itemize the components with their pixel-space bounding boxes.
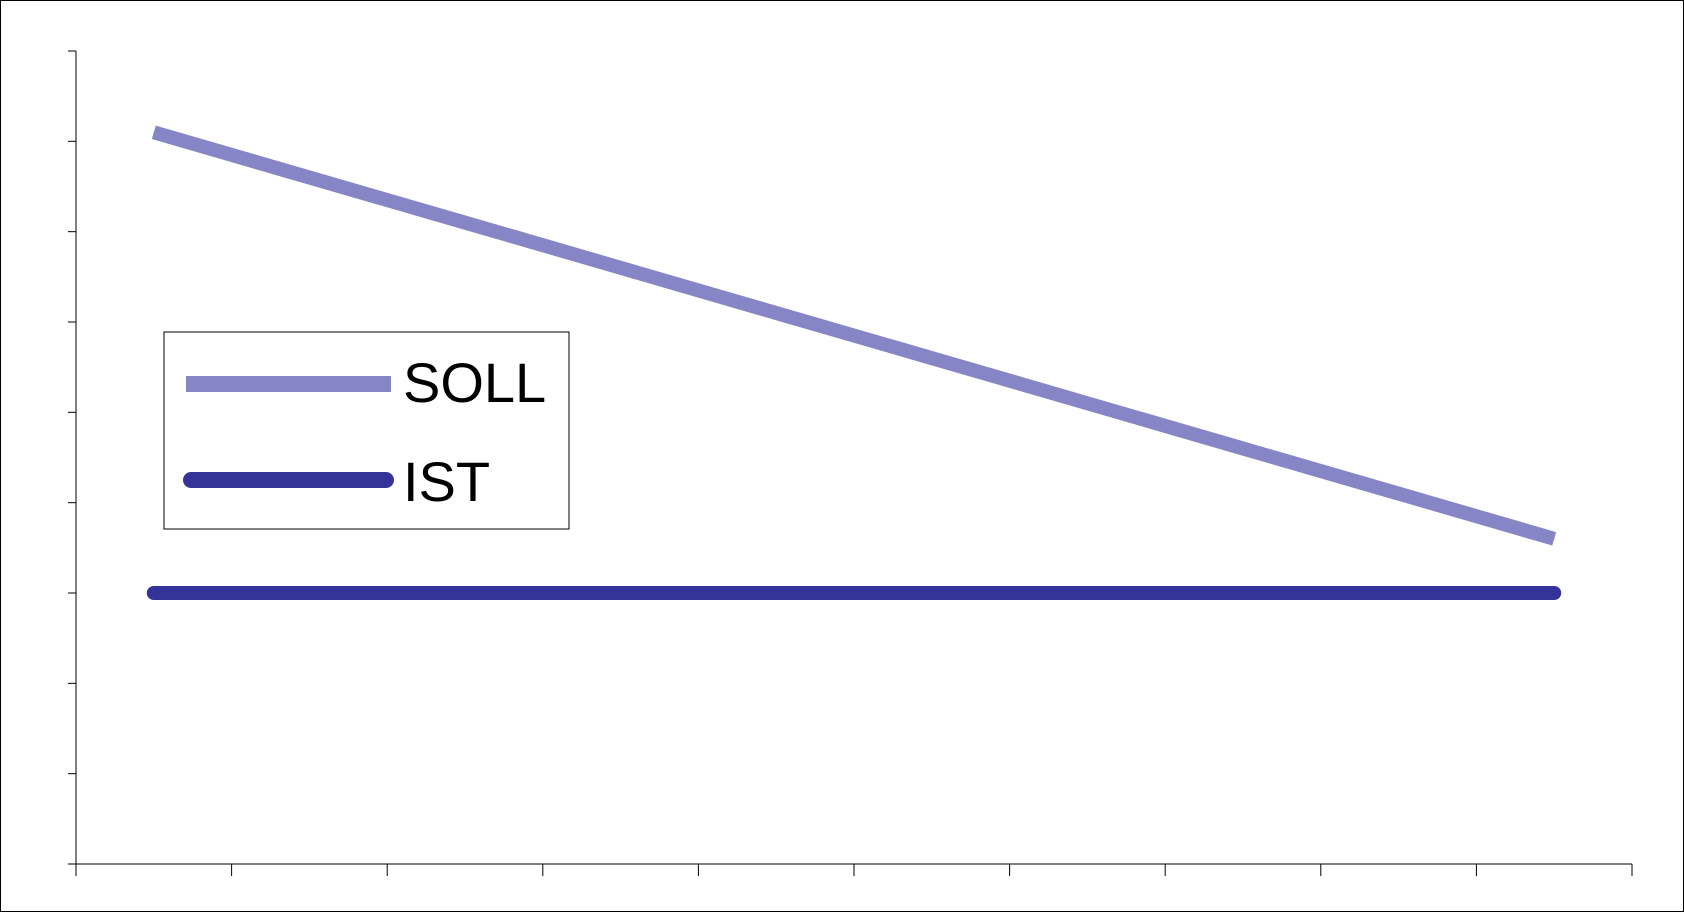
data-point-soll [464, 222, 466, 224]
axes [68, 50, 1633, 876]
data-point-ist [308, 592, 310, 594]
data-point-soll [153, 131, 155, 133]
legend-box [163, 331, 570, 530]
data-point-soll [1553, 538, 1555, 540]
data-point-ist [620, 592, 622, 594]
data-point-ist [464, 592, 466, 594]
data-point-ist [1086, 592, 1088, 594]
series-line-soll [151, 125, 1557, 546]
data-point-soll [1086, 402, 1088, 404]
data-point-ist [1398, 592, 1400, 594]
data-point-soll [308, 177, 310, 178]
data-point-soll [620, 267, 622, 269]
data-point-ist [1553, 592, 1555, 594]
series-layer [146, 125, 1562, 600]
legend-soll-label: SOLL [403, 351, 546, 414]
data-point-soll [931, 357, 933, 359]
legend: SOLL IST [163, 331, 570, 530]
data-point-ist [153, 592, 155, 594]
data-point-ist [775, 592, 777, 594]
data-point-soll [775, 312, 777, 314]
legend-ist-label: IST [403, 450, 490, 513]
data-point-soll [1242, 448, 1244, 449]
data-point-ist [1242, 592, 1244, 594]
data-point-ist [931, 592, 933, 594]
data-point-soll [1398, 493, 1400, 495]
